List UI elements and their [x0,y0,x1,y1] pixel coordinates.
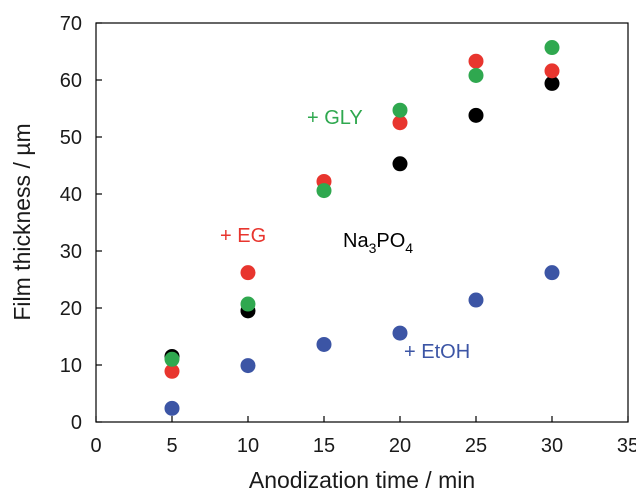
point-na3po4-25min [468,107,484,123]
y-axis-title: Film thickness / µm [9,123,35,320]
x-tick-label: 0 [90,435,101,457]
point-eg-20min [392,115,408,131]
y-tick-label: 50 [60,127,82,149]
y-tick-label: 0 [71,412,82,434]
series-label-gly: + GLY [307,107,363,129]
point-eg-10min [240,265,256,281]
x-tick-label: 30 [541,435,563,457]
y-tick-label: 70 [60,13,82,35]
point-etoh-5min [164,400,180,416]
point-gly-20min [392,102,408,118]
series-label-na3po4: Na3PO4 [343,230,413,256]
point-gly-15min [316,183,332,199]
y-tick-label: 60 [60,70,82,92]
y-tick-label: 30 [60,241,82,263]
plot-area [95,22,629,423]
point-eg-25min [468,53,484,69]
x-tick-label: 25 [465,435,487,457]
point-etoh-20min [392,325,408,341]
point-na3po4-20min [392,156,408,172]
x-tick-label: 5 [166,435,177,457]
point-eg-5min [164,363,180,379]
point-etoh-25min [468,292,484,308]
point-gly-10min [240,296,256,312]
x-tick-label: 35 [617,435,636,457]
x-axis-ticks: 0 5 10 15 20 25 30 35 [90,416,636,457]
x-tick-label: 10 [237,435,259,457]
point-etoh-10min [240,358,256,374]
point-etoh-30min [544,265,560,281]
point-etoh-15min [316,336,332,352]
point-na3po4-30min [544,75,560,91]
series-label-etoh: + EtOH [404,341,470,363]
x-axis-title: Anodization time / min [249,467,475,493]
series-label-eg: + EG [220,225,266,247]
x-tick-label: 15 [313,435,335,457]
point-eg-30min [544,63,560,79]
y-axis-ticks: 0 10 20 30 40 50 60 70 [60,13,102,434]
y-tick-label: 20 [60,298,82,320]
y-tick-label: 10 [60,355,82,377]
point-gly-25min [468,67,484,83]
x-tick-label: 20 [389,435,411,457]
point-gly-30min [544,40,560,56]
point-gly-5min [164,351,180,367]
data-points [164,40,560,416]
y-tick-label: 40 [60,184,82,206]
